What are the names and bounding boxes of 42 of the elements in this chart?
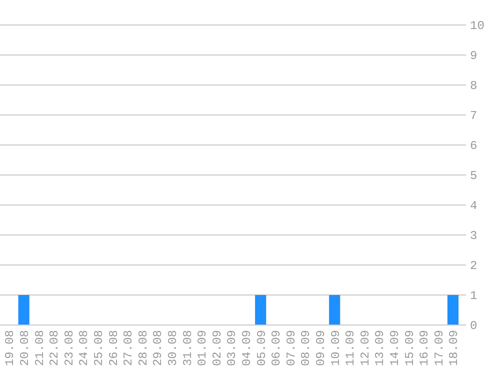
y-tick-label: 10 [470, 18, 484, 33]
x-tick-label: 11.09 [344, 330, 358, 366]
x-tick-label: 10.09 [328, 330, 343, 366]
y-tick-label: 9 [470, 48, 478, 63]
x-tick-label: 19.08 [3, 330, 18, 366]
x-tick-label: 27.08 [122, 330, 136, 366]
x-tick-label: 04.09 [240, 330, 254, 366]
x-tick-label: 13.09 [373, 330, 388, 366]
y-tick-label: 3 [470, 228, 478, 243]
y-tick-label: 6 [470, 138, 478, 153]
y-tick-label: 2 [470, 258, 478, 273]
x-tick-label: 28.08 [136, 330, 150, 366]
x-tick-label: 02.09 [210, 330, 224, 366]
x-tick-label: 05.09 [254, 330, 269, 366]
y-tick-label: 4 [470, 198, 478, 213]
x-tick-label: 24.08 [77, 330, 92, 366]
y-tick-label: 7 [470, 108, 478, 123]
x-tick-label: 22.08 [48, 330, 62, 366]
y-tick-label: 5 [470, 168, 478, 183]
x-tick-label: 20.08 [18, 330, 32, 366]
x-tick-label: 14.09 [388, 330, 402, 366]
x-tick-label: 03.09 [225, 330, 240, 366]
x-tick-label: 15.09 [402, 330, 417, 366]
x-tick-label: 30.08 [166, 330, 180, 366]
x-tick-label: 07.09 [284, 330, 298, 366]
x-tick-label: 21.08 [32, 330, 47, 366]
x-tick-label: 29.08 [151, 330, 166, 366]
y-tick-label: 1 [470, 288, 478, 303]
x-tick-label: 31.08 [180, 330, 195, 366]
x-tick-label: 18.09 [447, 330, 462, 366]
x-tick-label: 12.09 [358, 330, 372, 366]
x-tick-label: 17.09 [432, 330, 446, 366]
x-tick-label: 25.08 [92, 330, 106, 366]
x-tick-label: 16.09 [418, 330, 432, 366]
x-tick-label: 26.08 [106, 330, 121, 366]
x-tick-label: 01.09 [196, 330, 210, 366]
x-tick-label: 06.09 [270, 330, 284, 366]
x-tick-label: 08.09 [299, 330, 314, 366]
y-tick-label: 0 [470, 318, 478, 333]
x-tick-label: 23.08 [62, 330, 76, 366]
x-tick-label: 09.09 [314, 330, 328, 366]
y-tick-label: 8 [470, 78, 478, 93]
